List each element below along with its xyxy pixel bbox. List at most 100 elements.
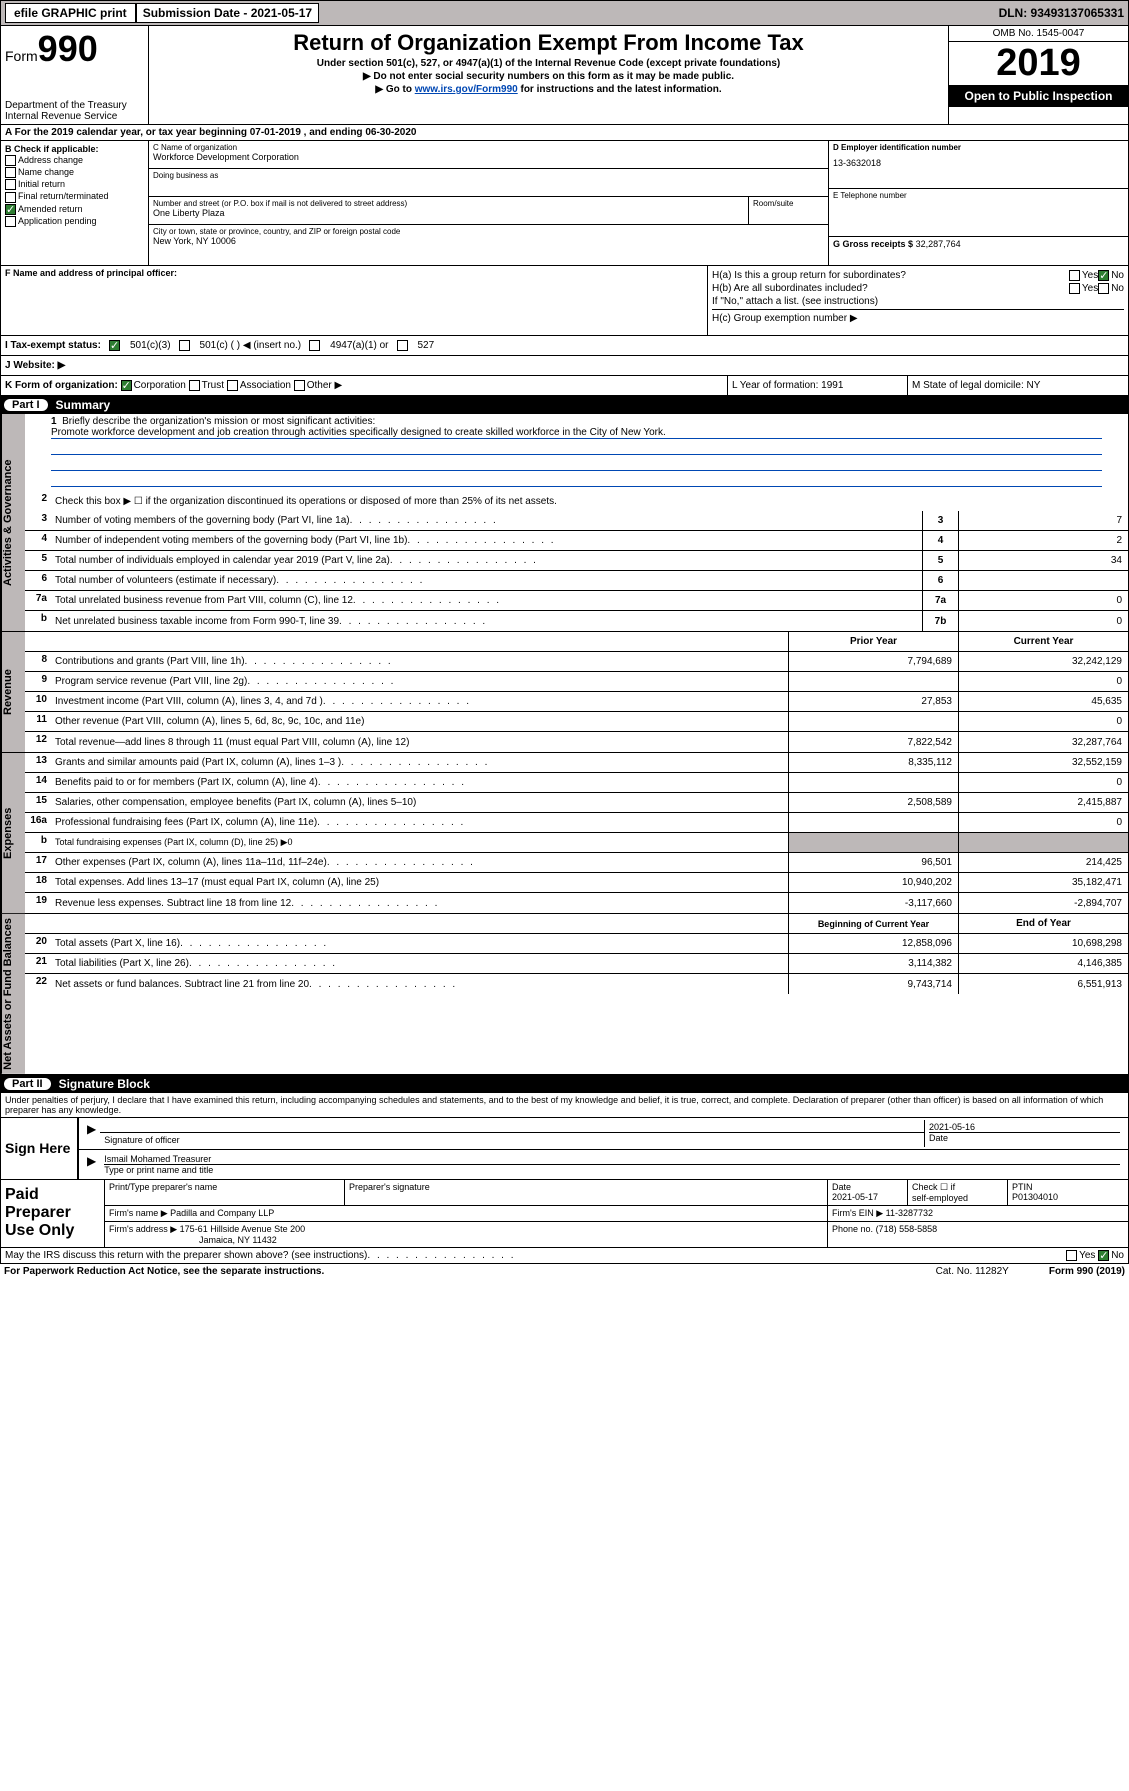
discuss-no: No [1111,1250,1124,1261]
row-klm: K Form of organization: Corporation Trus… [0,376,1129,396]
mission-line2 [51,441,1102,455]
hb-yes-checkbox[interactable] [1069,283,1080,294]
gross-value: 32,287,764 [916,239,961,249]
expenses-side-label: Expenses [1,753,25,913]
c8: 32,242,129 [958,652,1128,671]
self-emp-label: self-employed [912,1193,1003,1203]
line11: Other revenue (Part VIII, column (A), li… [51,712,788,731]
discuss-question: May the IRS discuss this return with the… [5,1250,367,1261]
street-label: Number and street (or P.O. box if mail i… [153,199,744,208]
line20: Total assets (Part X, line 16) [51,934,788,953]
line18: Total expenses. Add lines 13–17 (must eq… [51,873,788,892]
p20: 12,858,096 [788,934,958,953]
line1-label: Briefly describe the organization's miss… [62,416,375,427]
part2-header: Part II Signature Block [0,1075,1129,1093]
line17: Other expenses (Part IX, column (A), lin… [51,853,788,872]
signature-block: Under penalties of perjury, I declare th… [0,1093,1129,1180]
row-i: I Tax-exempt status: 501(c)(3) 501(c) ( … [0,336,1129,356]
other-checkbox[interactable] [294,380,305,391]
sig-officer-label: Signature of officer [104,1135,179,1145]
initial-return-label: Initial return [18,179,65,189]
firm-name: Padilla and Company LLP [170,1208,274,1218]
signer-name-label: Type or print name and title [104,1164,1120,1175]
501c-checkbox[interactable] [179,340,190,351]
box5: 5 [922,551,958,570]
assoc-checkbox[interactable] [227,380,238,391]
c14: 0 [958,773,1128,792]
box7b: 7b [922,611,958,631]
p8: 7,794,689 [788,652,958,671]
form990-link[interactable]: www.irs.gov/Form990 [415,84,518,95]
ha-yes-checkbox[interactable] [1069,270,1080,281]
subtitle-3a: ▶ Go to [375,84,414,95]
501c3-checkbox[interactable] [109,340,120,351]
efile-button[interactable]: efile GRAPHIC print [5,3,136,23]
box3: 3 [922,511,958,530]
corp-label: Corporation [134,380,186,391]
cat-no: Cat. No. 11282Y [936,1266,1009,1277]
val7a: 0 [958,591,1128,610]
ptin-value: P01304010 [1012,1192,1124,1202]
address-change-checkbox[interactable] [5,155,16,166]
initial-return-checkbox[interactable] [5,179,16,190]
beg-year-header: Beginning of Current Year [788,914,958,933]
phone-label: Phone no. [832,1224,873,1234]
org-name-label: C Name of organization [153,143,824,152]
dept-treasury: Department of the Treasury Internal Reve… [5,100,144,122]
omb-number: OMB No. 1545-0047 [949,26,1128,42]
line3: Number of voting members of the governin… [51,511,922,530]
4947-checkbox[interactable] [309,340,320,351]
final-return-label: Final return/terminated [18,191,109,201]
room-label: Room/suite [753,199,824,208]
line9: Program service revenue (Part VIII, line… [51,672,788,691]
c16b [958,833,1128,852]
part2-title: Signature Block [59,1077,150,1091]
discuss-no-checkbox[interactable] [1098,1250,1109,1261]
527-checkbox[interactable] [397,340,408,351]
dln: DLN: 93493137065331 [999,6,1124,20]
line10: Investment income (Part VIII, column (A)… [51,692,788,711]
application-pending-checkbox[interactable] [5,216,16,227]
c17: 214,425 [958,853,1128,872]
name-change-checkbox[interactable] [5,167,16,178]
trust-checkbox[interactable] [189,380,200,391]
line16b: Total fundraising expenses (Part IX, col… [51,833,788,852]
box7a: 7a [922,591,958,610]
discuss-yes-checkbox[interactable] [1066,1250,1077,1261]
hb-no-checkbox[interactable] [1098,283,1109,294]
submission-date: Submission Date - 2021-05-17 [136,3,319,23]
ha-label: H(a) Is this a group return for subordin… [712,270,1069,281]
val6 [958,571,1128,590]
year-formation: L Year of formation: 1991 [728,376,908,395]
address-change-label: Address change [18,155,83,165]
name-change-label: Name change [18,167,74,177]
dba-label: Doing business as [153,171,824,180]
amended-return-checkbox[interactable] [5,204,16,215]
discuss-yes: Yes [1079,1250,1095,1261]
bottom-bar: For Paperwork Reduction Act Notice, see … [0,1264,1129,1279]
line22: Net assets or fund balances. Subtract li… [51,974,788,994]
tax-year: 2019 [949,42,1128,85]
firm-name-label: Firm's name ▶ [109,1208,168,1218]
form-ref: Form 990 (2019) [1049,1266,1125,1277]
part1-title: Summary [56,398,111,412]
prior-year-header: Prior Year [788,632,958,651]
hb-yes: Yes [1082,283,1098,294]
corp-checkbox[interactable] [121,380,132,391]
row-j: J Website: ▶ [0,356,1129,376]
city-value: New York, NY 10006 [153,236,824,246]
line14: Benefits paid to or for members (Part IX… [51,773,788,792]
mission-text: Promote workforce development and job cr… [51,427,1102,439]
subtitle-2: ▶ Do not enter social security numbers o… [153,71,944,82]
phone-value: (718) 558-5858 [876,1224,938,1234]
final-return-checkbox[interactable] [5,192,16,203]
sign-here-label: Sign Here [1,1118,79,1179]
ha-no-checkbox[interactable] [1098,270,1109,281]
p10: 27,853 [788,692,958,711]
period-row: A For the 2019 calendar year, or tax yea… [0,125,1129,141]
ptin-label: PTIN [1012,1182,1124,1192]
governance-section: Activities & Governance 1 Briefly descri… [0,414,1129,632]
end-year-header: End of Year [958,914,1128,933]
ha-no: No [1111,270,1124,281]
line2: Check this box ▶ ☐ if the organization d… [51,491,1128,511]
